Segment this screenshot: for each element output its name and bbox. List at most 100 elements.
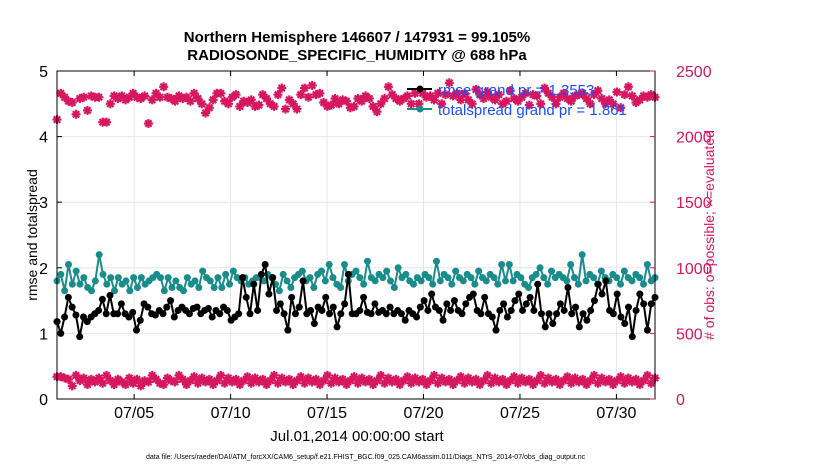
series-totalspread-point-85 [379,274,387,282]
obs-possible-point-51 [246,95,256,105]
series-totalspread-point-11 [95,251,103,259]
left-tick-label-3: 3 [39,195,48,212]
series-rmse-point-132 [553,310,561,318]
series-rmse-point-61 [284,326,292,334]
series-rmse-point-68 [310,320,318,328]
obs-possible-point-23 [140,91,150,101]
series-rmse-point-107 [458,310,466,318]
series-totalspread-point-98 [429,280,437,288]
series-totalspread-point-66 [306,274,314,282]
obs-evaluated-point-141 [589,370,599,380]
series-totalspread-point-72 [329,274,337,282]
series-rmse-point-80 [356,306,364,314]
series-totalspread-point-108 [467,274,475,282]
series-totalspread-point-88 [390,283,398,291]
series-rmse-point-51 [246,310,254,318]
obs-evaluated-point-43 [216,370,226,380]
series-totalspread-point-59 [279,270,287,278]
obs-possible-point-45 [223,99,233,109]
series-totalspread-point-129 [548,267,555,275]
obs-possible-point-13 [102,117,112,127]
series-rmse-point-92 [401,316,409,324]
series-rmse-point-108 [462,300,470,308]
series-totalspread-point-154 [643,261,651,269]
series-rmse-point-140 [583,316,591,324]
legend: rmse grand pr = 1.3553 totalspread grand… [407,82,627,119]
series-rmse-point-156 [643,326,651,334]
series-rmse-point-133 [556,300,564,308]
series-totalspread-point-46 [229,267,237,275]
series-totalspread-point-125 [532,270,540,278]
obs-possible-point-146 [608,99,618,109]
series-rmse-point-105 [450,297,458,305]
series-rmse-point-117 [496,306,504,314]
obs-evaluated-point-92 [402,372,412,382]
series-totalspread-point-13 [103,280,111,288]
series-rmse-point-12 [98,295,106,303]
series-rmse-point-52 [250,280,258,288]
series-totalspread-point-43 [218,283,226,291]
series-totalspread-point-4 [68,280,76,288]
series-totalspread-point-60 [283,277,291,285]
obs-evaluated-point-71 [322,370,332,380]
left-axis: 0 1 2 3 4 5 [39,64,62,409]
series-totalspread-point-115 [494,280,502,288]
obs-possible-point-112 [479,94,489,104]
series-totalspread-point-83 [371,277,379,285]
series-totalspread-point-134 [567,261,575,269]
series-totalspread-point-61 [287,283,295,291]
series-totalspread-point-140 [590,274,598,282]
obs-possible-point-31 [170,96,180,106]
obs-possible-point-99 [429,95,439,105]
obs-possible-point-92 [402,91,412,101]
obs-evaluated-point-134 [562,372,572,382]
obs-possible-point-4 [67,97,77,107]
series-rmse-point-74 [333,323,341,331]
series-totalspread-point-5 [72,267,80,275]
series-totalspread-point-117 [502,277,509,285]
series-totalspread-point-44 [222,270,230,278]
series-totalspread-point-79 [356,274,364,282]
series-totalspread-point-58 [275,287,283,295]
obs-possible-point-88 [387,90,397,100]
x-tick-label-2: 07/15 [307,405,347,422]
series-rmse-point-154 [636,290,644,298]
series-totalspread-point-133 [563,277,571,285]
series-rmse-point-5 [72,311,80,319]
series-rmse-point-97 [420,297,428,305]
series-totalspread-point-100 [436,277,444,285]
obs-evaluated-point-93 [406,378,416,388]
series-totalspread-point-112 [482,277,490,285]
series-rmse-point-91 [397,310,405,318]
series-rmse-point-136 [568,310,576,318]
series-rmse-point-70 [318,306,326,314]
series-rmse-point-64 [295,303,303,311]
series-rmse-point-20 [129,308,137,316]
series-rmse-point-76 [341,300,349,308]
series-rmse-point-137 [572,303,580,311]
series-totalspread-point-16 [114,274,122,282]
series-totalspread-point-70 [321,277,329,285]
y-axis-label-right: # of obs: o=possible; ×=evaluated [701,130,717,340]
series-totalspread-point-38 [199,267,207,275]
obs-possible-point-83 [368,101,378,111]
obs-possible-point-149 [620,90,630,100]
obs-possible-point-141 [589,90,599,100]
right-tick-label-0: 0 [676,392,685,409]
obs-possible-point-131 [551,99,561,109]
series-rmse-point-2 [61,313,69,321]
series-totalspread-point-42 [214,274,222,282]
series-rmse-point-138 [575,323,583,331]
series-rmse-point-40 [204,304,212,312]
obs-possible-point-72 [326,100,336,110]
obs-possible-point-82 [364,94,374,104]
series-rmse-point-63 [291,310,299,318]
right-tick-label-2: 1000 [676,261,712,278]
obs-possible-point-109 [467,99,477,109]
series-rmse-point-31 [170,313,178,321]
series-rmse-point-22 [136,316,144,324]
obs-possible-point-115 [490,95,500,105]
y-axis-label-left: rmse and totalspread [24,169,40,301]
series-totalspread-point-1 [57,270,65,278]
obs-possible-point-11 [94,92,104,102]
